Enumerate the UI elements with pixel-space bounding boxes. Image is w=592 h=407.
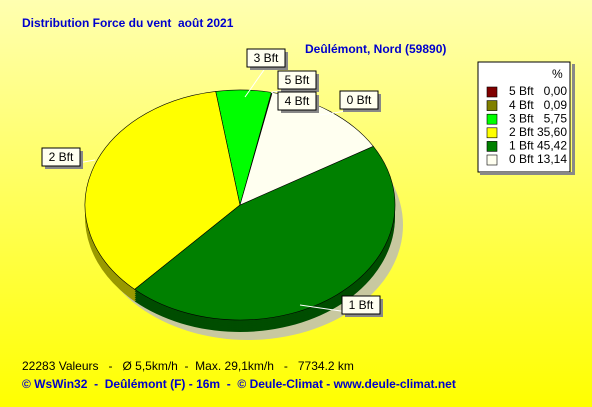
- legend-label: 3 Bft: [509, 111, 534, 125]
- legend-label: 1 Bft: [509, 139, 534, 153]
- legend-swatch: [486, 141, 498, 152]
- callout-line: [244, 66, 267, 98]
- callout-box: [339, 90, 379, 110]
- legend-label: 2 Bft: [509, 125, 534, 139]
- callout-box: [277, 91, 317, 111]
- legend-swatch: [486, 154, 498, 166]
- legend-label: 0 Bft: [509, 152, 534, 166]
- legend-value: 0,09: [544, 98, 568, 112]
- legend-swatch: [486, 100, 498, 111]
- callout-label: 2 Bft: [49, 150, 74, 164]
- legend-shadow: [572, 64, 575, 174]
- legend-swatch: [486, 86, 498, 98]
- pie: 5 Bft 4 Bft 3 Bft 2 Bft 1 Bft 0 Bft: [41, 48, 403, 340]
- legend-label: 5 Bft: [509, 84, 534, 98]
- callout-label: 0 Bft: [347, 93, 372, 107]
- legend-shadow: [480, 172, 575, 175]
- credits: © WsWin32 - Deûlémont (F) - 16m - © Deul…: [22, 377, 456, 391]
- legend-value: 45,42: [537, 139, 567, 153]
- callout-label: 5 Bft: [285, 73, 310, 87]
- legend-value: 35,60: [537, 125, 567, 139]
- chart-title: Distribution Force du vent août 2021: [22, 16, 234, 30]
- pie-slice: [134, 145, 396, 321]
- legend-value: 13,14: [537, 152, 567, 166]
- pie-slice: [84, 91, 241, 290]
- legend-value: 0,00: [544, 84, 568, 98]
- legend-value: 5,75: [544, 111, 568, 125]
- callout-box: [246, 48, 286, 68]
- chart-subtitle: Deûlémont, Nord (59890): [305, 42, 446, 56]
- callout-label: 4 Bft: [285, 94, 310, 108]
- callout-label: 1 Bft: [349, 298, 374, 312]
- legend-header: %: [552, 67, 563, 81]
- legend-swatch: [486, 113, 498, 125]
- legend-swatch: [486, 127, 498, 139]
- legend-label: 4 Bft: [509, 98, 534, 112]
- callout-box: [341, 295, 381, 315]
- callout-label: 3 Bft: [254, 51, 279, 65]
- footer: 22283 Valeurs - Ø 5,5km/h - Max. 29,1km/…: [22, 359, 354, 373]
- callout-box: [41, 147, 81, 167]
- callout-box: [277, 70, 317, 90]
